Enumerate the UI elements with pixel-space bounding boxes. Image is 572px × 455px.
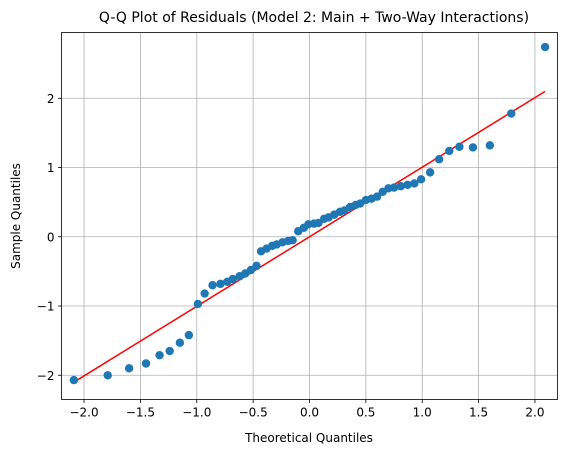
x-tick-label: 1.5	[469, 406, 488, 420]
data-point	[417, 175, 425, 183]
chart-title: Q-Q Plot of Residuals (Model 2: Main + T…	[99, 10, 529, 26]
x-tick-label: −1.5	[126, 406, 155, 420]
y-tick-label: 0	[47, 230, 55, 244]
data-point	[200, 289, 208, 297]
data-point	[507, 109, 515, 117]
x-tick-label: 1.0	[413, 406, 432, 420]
data-point	[166, 347, 174, 355]
data-point	[194, 300, 202, 308]
y-axis-label: Sample Quantiles	[9, 163, 23, 269]
data-point	[185, 331, 193, 339]
data-point	[155, 351, 163, 359]
y-axis-ticks: −2 −1 0 1 2	[37, 92, 62, 383]
x-axis-ticks: −2.0 −1.5 −1.0 −0.5 0.0 0.5 1.0 1.5 2.0	[69, 400, 544, 420]
x-tick-label: 0.5	[356, 406, 375, 420]
y-tick-label: −2	[37, 369, 55, 383]
data-point	[426, 168, 434, 176]
data-point	[435, 155, 443, 163]
data-point	[176, 339, 184, 347]
x-tick-label: −0.5	[239, 406, 268, 420]
data-point	[70, 376, 78, 384]
data-point	[486, 141, 494, 149]
data-point	[445, 147, 453, 155]
data-point	[104, 371, 112, 379]
y-tick-label: −1	[37, 300, 55, 314]
data-point	[125, 364, 133, 372]
y-tick-label: 1	[47, 161, 55, 175]
data-point	[288, 236, 296, 244]
x-tick-label: 2.0	[525, 406, 544, 420]
data-point	[142, 359, 150, 367]
x-tick-label: 0.0	[300, 406, 319, 420]
x-tick-label: −2.0	[69, 406, 98, 420]
y-tick-label: 2	[47, 92, 55, 106]
x-axis-label: Theoretical Quantiles	[244, 431, 373, 445]
data-point	[208, 281, 216, 289]
data-point	[469, 143, 477, 151]
x-tick-label: −1.0	[182, 406, 211, 420]
data-point	[541, 43, 549, 51]
data-point	[252, 262, 260, 270]
data-point	[455, 143, 463, 151]
